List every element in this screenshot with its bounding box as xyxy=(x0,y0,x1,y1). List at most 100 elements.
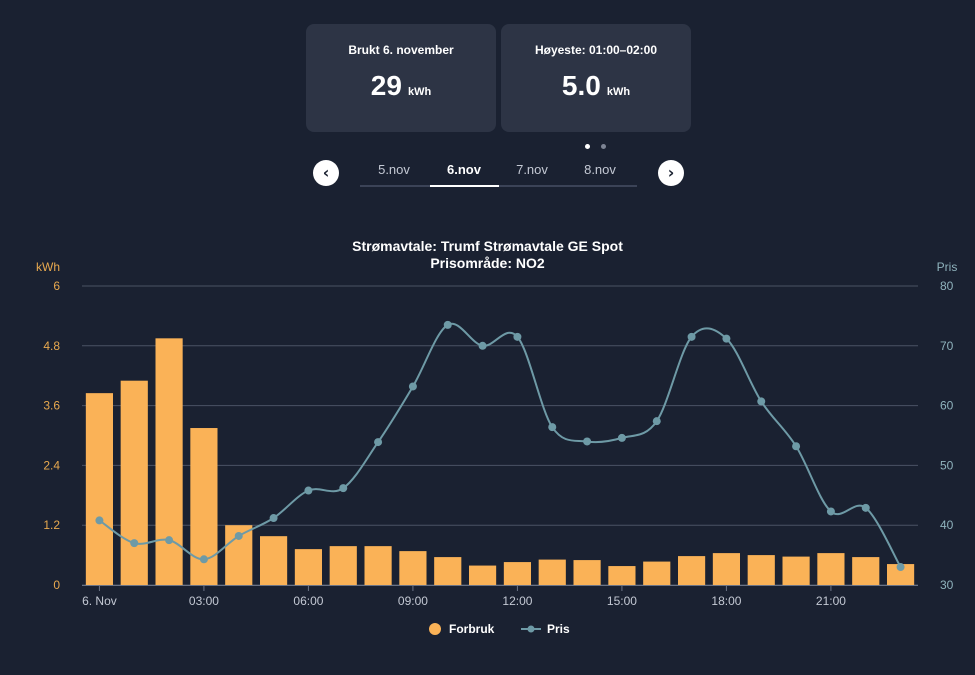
carousel-dot-active[interactable] xyxy=(585,144,590,149)
chevron-left-icon: ‹ xyxy=(322,163,330,182)
bar-forbruk xyxy=(677,556,706,585)
bar-forbruk xyxy=(608,566,636,585)
x-tick-label: 18:00 xyxy=(711,594,741,608)
bar-forbruk xyxy=(852,557,880,585)
card-value: 29 kWh xyxy=(306,70,496,102)
right-tick-label: 50 xyxy=(940,458,954,472)
carousel-dot[interactable] xyxy=(601,144,606,149)
point-pris xyxy=(408,382,417,391)
summary-card-used: Brukt 6. november 29 kWh xyxy=(306,24,496,132)
point-pris xyxy=(165,536,174,545)
point-pris xyxy=(513,332,522,341)
bar-forbruk xyxy=(85,393,114,585)
point-pris xyxy=(826,507,835,516)
point-pris xyxy=(583,437,592,446)
card-label: Brukt 6. november xyxy=(348,43,454,57)
card-value-unit: kWh xyxy=(407,86,432,98)
x-tick-label: 15:00 xyxy=(607,594,637,608)
line-swatch-icon xyxy=(521,625,541,633)
point-pris xyxy=(374,438,383,447)
prev-day-button[interactable]: ‹ xyxy=(313,160,339,186)
bar-forbruk xyxy=(538,559,566,585)
card-value-number: 5.0 xyxy=(561,70,601,101)
point-pris xyxy=(861,503,870,512)
bar-forbruk xyxy=(399,551,427,585)
point-pris xyxy=(199,555,208,564)
legend-label: Forbruk xyxy=(449,622,495,636)
bar-forbruk xyxy=(259,536,288,585)
legend-item-pris[interactable]: Pris xyxy=(521,622,570,636)
x-tick-label: 6. Nov xyxy=(82,594,117,608)
bar-forbruk xyxy=(712,553,741,585)
point-pris xyxy=(617,433,626,442)
line-pris xyxy=(98,322,902,568)
point-pris xyxy=(269,514,278,523)
point-pris xyxy=(130,539,139,548)
bar-forbruk xyxy=(817,553,845,585)
right-tick-label: 40 xyxy=(940,518,954,532)
chart-title-line2: Prisområde: NO2 xyxy=(430,255,545,271)
bar-forbruk xyxy=(747,555,775,585)
right-tick-label: 30 xyxy=(940,578,954,592)
point-pris xyxy=(722,334,731,343)
date-tabs: 5.nov 6.nov 7.nov 8.nov xyxy=(360,155,637,187)
card-label: Høyeste: 01:00–02:00 xyxy=(534,43,658,57)
bar-forbruk xyxy=(120,380,148,585)
next-day-button[interactable]: › xyxy=(658,160,684,186)
tab-6-nov[interactable]: 6.nov xyxy=(447,162,481,177)
x-tick-label: 03:00 xyxy=(189,594,219,608)
right-tick-label: 80 xyxy=(940,279,954,293)
x-tick-label: 12:00 xyxy=(502,594,532,608)
card-value-number: 29 xyxy=(370,70,402,101)
point-pris xyxy=(304,486,313,495)
tab-7-nov[interactable]: 7.nov xyxy=(516,162,548,177)
tab-5-nov[interactable]: 5.nov xyxy=(378,162,410,177)
left-tick-label: 1.2 xyxy=(43,518,60,532)
left-tick-label: 4.8 xyxy=(43,339,60,353)
point-pris xyxy=(95,516,104,525)
bar-forbruk xyxy=(886,564,915,585)
point-pris xyxy=(652,417,661,426)
right-tick-label: 70 xyxy=(940,339,954,353)
x-tick-label: 06:00 xyxy=(293,594,323,608)
left-tick-label: 2.4 xyxy=(43,458,60,472)
right-tick-label: 60 xyxy=(940,399,954,413)
point-pris xyxy=(339,484,348,493)
point-pris xyxy=(234,531,243,540)
carousel-dots xyxy=(501,144,691,150)
bar-forbruk xyxy=(364,546,392,585)
bar-forbruk xyxy=(294,549,323,585)
point-pris xyxy=(896,563,905,572)
point-pris xyxy=(757,397,766,406)
chevron-right-icon: › xyxy=(667,163,675,182)
bar-forbruk xyxy=(782,556,810,585)
chart-title-line1: Strømavtale: Trumf Strømavtale GE Spot xyxy=(352,238,623,254)
left-tick-label: 3.6 xyxy=(43,399,60,413)
summary-card-highest[interactable]: Høyeste: 01:00–02:00 5.0 kWh xyxy=(501,24,691,149)
card-value: 5.0 kWh xyxy=(501,70,691,102)
legend-label: Pris xyxy=(547,622,570,636)
bar-forbruk xyxy=(329,546,357,585)
chart-title: Strømavtale: Trumf Strømavtale GE Spot P… xyxy=(0,238,975,272)
right-axis-label: Pris xyxy=(937,260,958,274)
left-tick-label: 0 xyxy=(53,578,60,592)
left-tick-label: 6 xyxy=(53,279,60,293)
point-pris xyxy=(478,341,487,350)
chart-legend: Forbruk Pris xyxy=(0,622,975,642)
point-pris xyxy=(792,442,801,451)
x-tick-label: 09:00 xyxy=(398,594,428,608)
point-pris xyxy=(687,332,696,341)
bar-forbruk xyxy=(434,557,462,585)
bar-forbruk xyxy=(643,561,671,585)
tab-8-nov[interactable]: 8.nov xyxy=(584,162,616,177)
bar-forbruk xyxy=(468,565,497,585)
left-axis-label: kWh xyxy=(36,260,60,274)
legend-item-forbruk[interactable]: Forbruk xyxy=(429,622,494,636)
point-pris xyxy=(443,320,452,329)
bar-forbruk xyxy=(155,338,183,585)
bar-forbruk xyxy=(503,562,532,585)
active-tab-indicator xyxy=(430,185,499,187)
bar-swatch-icon xyxy=(429,623,441,635)
x-tick-label: 21:00 xyxy=(816,594,846,608)
